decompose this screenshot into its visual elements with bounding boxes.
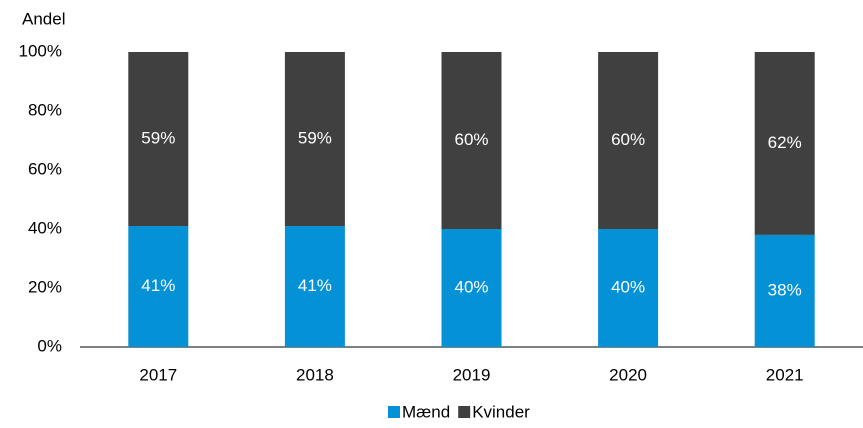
legend-swatch (388, 406, 400, 418)
bar-segment (441, 229, 502, 347)
y-tick-label: 40% (28, 218, 62, 237)
bar-segment (598, 229, 659, 347)
bar-segment (128, 226, 189, 347)
legend-label: Mænd (402, 402, 450, 421)
y-tick-label: 100% (19, 41, 62, 60)
y-axis-label: Andel (22, 9, 65, 28)
x-tick-label: 2018 (296, 365, 334, 384)
legend-label: Kvinder (472, 402, 530, 421)
data-label: 60% (454, 130, 488, 149)
data-label: 41% (298, 276, 332, 295)
x-tick-label: 2017 (139, 365, 177, 384)
bar-segment (128, 52, 189, 227)
data-label: 62% (768, 133, 802, 152)
data-label: 59% (298, 129, 332, 148)
bar-segment (284, 226, 345, 347)
data-label: 41% (141, 276, 175, 295)
data-label: 40% (454, 277, 488, 296)
y-tick-label: 80% (28, 100, 62, 119)
x-tick-label: 2021 (766, 365, 804, 384)
bar-segment (754, 234, 815, 347)
data-label: 40% (611, 277, 645, 296)
bar-segment (754, 52, 815, 235)
x-tick-label: 2020 (609, 365, 647, 384)
bar-segment (284, 52, 345, 227)
bar-segment (598, 52, 659, 229)
y-tick-label: 0% (37, 336, 62, 355)
data-label: 60% (611, 130, 645, 149)
legend-swatch (458, 406, 471, 418)
data-label: 59% (141, 129, 175, 148)
y-tick-label: 20% (28, 277, 62, 296)
y-tick-label: 60% (28, 159, 62, 178)
data-label: 38% (768, 280, 802, 299)
x-tick-label: 2019 (453, 365, 491, 384)
bar-segment (441, 52, 502, 229)
